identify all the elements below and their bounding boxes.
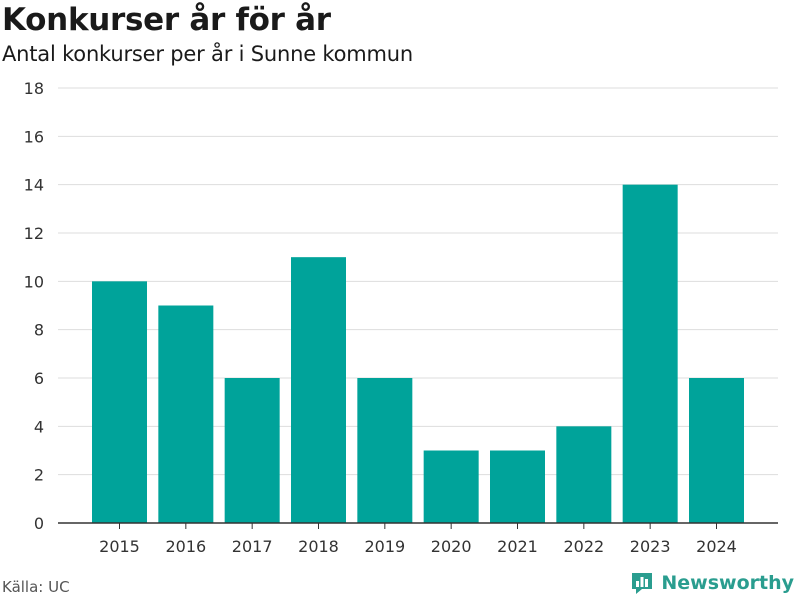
y-tick-label: 16 bbox=[24, 127, 44, 146]
bar-2023 bbox=[622, 184, 678, 523]
bar-2020 bbox=[423, 450, 479, 523]
x-tick-label: 2023 bbox=[630, 537, 671, 556]
bar-2024 bbox=[689, 378, 744, 523]
x-tick-label: 2020 bbox=[431, 537, 472, 556]
x-axis-ticks: 2015 2016 2017 2018 2019 2020 2021 2022 2023 2024 bbox=[99, 523, 737, 556]
y-axis-ticks: 0 2 4 6 8 10 12 14 16 18 bbox=[24, 79, 44, 533]
bars bbox=[92, 184, 744, 523]
x-tick-label: 2022 bbox=[563, 537, 604, 556]
bar-2016 bbox=[158, 305, 214, 523]
x-tick-label: 2018 bbox=[298, 537, 339, 556]
bar-2017 bbox=[224, 378, 280, 523]
y-tick-label: 2 bbox=[34, 466, 44, 485]
y-tick-label: 8 bbox=[34, 321, 44, 340]
bar-2021 bbox=[490, 450, 545, 523]
y-tick-label: 6 bbox=[34, 369, 44, 388]
x-tick-label: 2019 bbox=[364, 537, 405, 556]
source-note: Källa: UC bbox=[2, 578, 70, 596]
x-tick-label: 2015 bbox=[99, 537, 140, 556]
newsworthy-logo-icon bbox=[632, 573, 653, 594]
y-tick-label: 14 bbox=[24, 176, 44, 195]
y-tick-label: 4 bbox=[34, 417, 44, 436]
bar-2022 bbox=[556, 426, 612, 523]
x-tick-label: 2024 bbox=[696, 537, 737, 556]
y-tick-label: 0 bbox=[34, 514, 44, 533]
y-tick-label: 10 bbox=[24, 272, 44, 291]
y-tick-label: 12 bbox=[24, 224, 44, 243]
bar-2015 bbox=[92, 281, 147, 523]
x-tick-label: 2021 bbox=[497, 537, 538, 556]
brand-logo: Newsworthy bbox=[629, 568, 794, 598]
bar-2019 bbox=[357, 378, 413, 523]
x-tick-label: 2017 bbox=[232, 537, 273, 556]
chart-subtitle: Antal konkurser per år i Sunne kommun bbox=[2, 42, 413, 66]
bar-2018 bbox=[291, 257, 346, 523]
x-tick-label: 2016 bbox=[165, 537, 206, 556]
chart-title: Konkurser år för år bbox=[2, 2, 331, 38]
y-tick-label: 18 bbox=[24, 79, 44, 98]
brand-name: Newsworthy bbox=[661, 572, 794, 594]
